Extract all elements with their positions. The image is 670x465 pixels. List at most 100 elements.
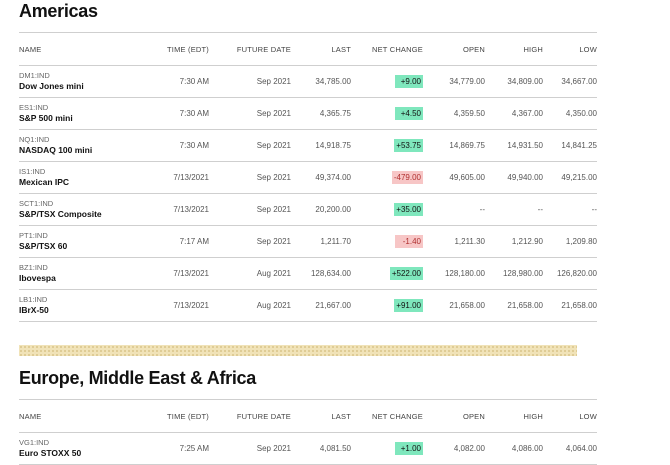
net-change-cell: +35.00 bbox=[351, 193, 423, 226]
section-title-emea: Europe, Middle East & Africa bbox=[19, 368, 256, 388]
column-header-future-date[interactable]: FUTURE DATE bbox=[209, 399, 291, 433]
future-date-cell: Aug 2021 bbox=[209, 257, 291, 290]
time-cell: 7/13/2021 bbox=[137, 289, 209, 322]
name-cell: PT1:IND S&P/TSX 60 bbox=[19, 225, 137, 258]
last-price-cell: 4,365.75 bbox=[291, 97, 351, 130]
open-cell: 49,605.00 bbox=[423, 161, 485, 194]
name-cell: BZ1:IND Ibovespa bbox=[19, 257, 137, 290]
column-header-open[interactable]: OPEN bbox=[423, 399, 485, 433]
instrument-name[interactable]: Mexican IPC bbox=[19, 177, 70, 187]
future-date-cell: Sep 2021 bbox=[209, 225, 291, 258]
last-price-cell: 49,374.00 bbox=[291, 161, 351, 194]
table-row[interactable]: IS1:IND Mexican IPC 7/13/2021 Sep 2021 49,37… bbox=[19, 161, 597, 194]
net-change-cell: +91.00 bbox=[351, 289, 423, 322]
ticker-symbol[interactable]: IS1:IND bbox=[19, 167, 46, 176]
name-cell: IS1:IND Mexican IPC bbox=[19, 161, 137, 194]
instrument-name[interactable]: S&P 500 mini bbox=[19, 113, 73, 123]
net-change-badge: +4.50 bbox=[395, 107, 423, 120]
column-header-last[interactable]: LAST bbox=[291, 399, 351, 433]
ticker-symbol[interactable]: DM1:IND bbox=[19, 71, 50, 80]
low-cell: 49,215.00 bbox=[543, 161, 597, 194]
open-cell: 1,211.30 bbox=[423, 225, 485, 258]
name-cell: NQ1:IND NASDAQ 100 mini bbox=[19, 129, 137, 162]
instrument-name[interactable]: NASDAQ 100 mini bbox=[19, 145, 93, 155]
table-row[interactable]: LB1:IND IBrX-50 7/13/2021 Aug 2021 21,667.00… bbox=[19, 289, 597, 322]
instrument-name[interactable]: Dow Jones mini bbox=[19, 81, 84, 91]
ticker-symbol[interactable]: LB1:IND bbox=[19, 295, 48, 304]
open-cell: 4,359.50 bbox=[423, 97, 485, 130]
table-header-row: NAME TIME (EDT) FUTURE DATE LAST NET CHA… bbox=[19, 399, 597, 433]
future-date-cell: Sep 2021 bbox=[209, 97, 291, 130]
net-change-badge: +522.00 bbox=[389, 267, 423, 280]
column-header-last[interactable]: LAST bbox=[291, 32, 351, 66]
table-row[interactable]: DM1:IND Dow Jones mini 7:30 AM Sep 2021 34,7… bbox=[19, 65, 597, 98]
open-cell: 14,869.75 bbox=[423, 129, 485, 162]
name-cell: ES1:IND S&P 500 mini bbox=[19, 97, 137, 130]
instrument-name[interactable]: S&P/TSX 60 bbox=[19, 241, 68, 251]
instrument-name[interactable]: S&P/TSX Composite bbox=[19, 209, 102, 219]
open-cell: -- bbox=[423, 193, 485, 226]
high-cell: 4,367.00 bbox=[485, 97, 543, 130]
high-cell: 49,940.00 bbox=[485, 161, 543, 194]
instrument-name[interactable]: Euro STOXX 50 bbox=[19, 448, 82, 458]
column-header-time[interactable]: TIME (EDT) bbox=[137, 32, 209, 66]
section-title-americas: Americas bbox=[19, 1, 98, 21]
open-cell: 128,180.00 bbox=[423, 257, 485, 290]
column-header-net-change[interactable]: NET CHANGE bbox=[351, 32, 423, 66]
column-header-high[interactable]: HIGH bbox=[485, 399, 543, 433]
table-header-row: NAME TIME (EDT) FUTURE DATE LAST NET CHA… bbox=[19, 32, 597, 66]
table-row[interactable]: NQ1:IND NASDAQ 100 mini 7:30 AM Sep 2021 14,… bbox=[19, 129, 597, 162]
table-row[interactable]: PT1:IND S&P/TSX 60 7:17 AM Sep 2021 1,211.70… bbox=[19, 225, 597, 258]
time-cell: 7:25 AM bbox=[137, 432, 209, 465]
table-row[interactable]: ES1:IND S&P 500 mini 7:30 AM Sep 2021 4,365.… bbox=[19, 97, 597, 130]
column-header-name[interactable]: NAME bbox=[19, 399, 137, 433]
table-row[interactable]: VG1:IND Euro STOXX 50 7:25 AM Sep 2021 4,081… bbox=[19, 432, 597, 465]
last-price-cell: 20,200.00 bbox=[291, 193, 351, 226]
column-header-open[interactable]: OPEN bbox=[423, 32, 485, 66]
last-price-cell: 4,081.50 bbox=[291, 432, 351, 465]
low-cell: 1,209.80 bbox=[543, 225, 597, 258]
open-cell: 4,082.00 bbox=[423, 432, 485, 465]
ticker-symbol[interactable]: NQ1:IND bbox=[19, 135, 50, 144]
ticker-symbol[interactable]: ES1:IND bbox=[19, 103, 49, 112]
ticker-symbol[interactable]: SCT1:IND bbox=[19, 199, 54, 208]
instrument-name[interactable]: Ibovespa bbox=[19, 273, 56, 283]
table-row[interactable]: SCT1:IND S&P/TSX Composite 7/13/2021 Sep 20… bbox=[19, 193, 597, 226]
ticker-symbol[interactable]: PT1:IND bbox=[19, 231, 48, 240]
column-header-low[interactable]: LOW bbox=[543, 32, 597, 66]
table-row[interactable]: BZ1:IND Ibovespa 7/13/2021 Aug 2021 128,634.… bbox=[19, 257, 597, 290]
net-change-badge: +53.75 bbox=[394, 139, 423, 152]
column-header-low[interactable]: LOW bbox=[543, 399, 597, 433]
low-cell: 4,350.00 bbox=[543, 97, 597, 130]
section-divider bbox=[19, 345, 577, 356]
name-cell: VG1:IND Euro STOXX 50 bbox=[19, 432, 137, 465]
last-price-cell: 14,918.75 bbox=[291, 129, 351, 162]
net-change-cell: +4.50 bbox=[351, 97, 423, 130]
net-change-badge: -479.00 bbox=[391, 171, 423, 184]
column-header-future-date[interactable]: FUTURE DATE bbox=[209, 32, 291, 66]
emea-futures-table: NAME TIME (EDT) FUTURE DATE LAST NET CHA… bbox=[19, 399, 597, 465]
ticker-symbol[interactable]: BZ1:IND bbox=[19, 263, 48, 272]
time-cell: 7/13/2021 bbox=[137, 161, 209, 194]
column-header-high[interactable]: HIGH bbox=[485, 32, 543, 66]
column-header-net-change[interactable]: NET CHANGE bbox=[351, 399, 423, 433]
high-cell: 128,980.00 bbox=[485, 257, 543, 290]
column-header-time[interactable]: TIME (EDT) bbox=[137, 399, 209, 433]
high-cell: -- bbox=[485, 193, 543, 226]
high-cell: 4,086.00 bbox=[485, 432, 543, 465]
instrument-name[interactable]: IBrX-50 bbox=[19, 305, 49, 315]
net-change-badge: -1.40 bbox=[395, 235, 423, 248]
open-cell: 21,658.00 bbox=[423, 289, 485, 322]
low-cell: 126,820.00 bbox=[543, 257, 597, 290]
high-cell: 21,658.00 bbox=[485, 289, 543, 322]
column-header-name[interactable]: NAME bbox=[19, 32, 137, 66]
time-cell: 7:30 AM bbox=[137, 129, 209, 162]
low-cell: -- bbox=[543, 193, 597, 226]
future-date-cell: Sep 2021 bbox=[209, 65, 291, 98]
ticker-symbol[interactable]: VG1:IND bbox=[19, 438, 50, 447]
last-price-cell: 21,667.00 bbox=[291, 289, 351, 322]
net-change-cell: +1.00 bbox=[351, 432, 423, 465]
net-change-cell: +9.00 bbox=[351, 65, 423, 98]
time-cell: 7/13/2021 bbox=[137, 257, 209, 290]
